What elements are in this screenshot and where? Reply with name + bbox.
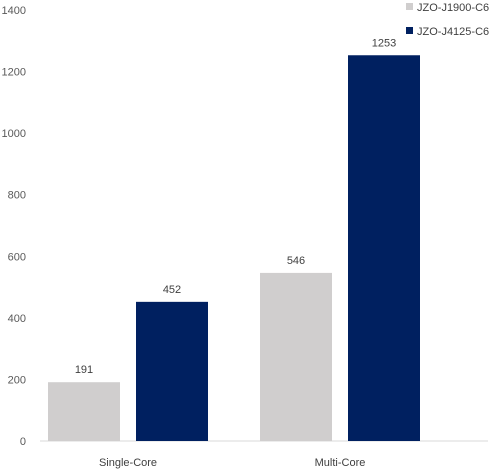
y-tick-label: 1000: [2, 128, 26, 140]
legend: JZO-J1900-C6 JZO-J4125-C6: [406, 2, 489, 38]
data-label: 452: [163, 284, 181, 296]
y-tick-label: 0: [20, 436, 26, 448]
y-tick-label: 1200: [2, 67, 26, 79]
bar: [48, 382, 120, 441]
legend-swatch: [406, 3, 413, 10]
bar: [348, 55, 420, 441]
legend-label: JZO-J4125-C6: [417, 26, 489, 38]
legend-swatch: [406, 27, 413, 34]
data-label: 546: [287, 255, 305, 267]
y-tick-label: 200: [8, 374, 26, 386]
bars-layer: [48, 55, 420, 441]
legend-label: JZO-J1900-C6: [417, 2, 489, 14]
labels-layer: 191 452 Single-Core 546 1253 Multi-Core: [75, 37, 396, 469]
data-label: 191: [75, 364, 93, 376]
y-tick-label: 800: [8, 190, 26, 202]
bar: [136, 301, 208, 441]
category-label: Multi-Core: [315, 457, 366, 469]
category-label: Single-Core: [99, 457, 157, 469]
bar: [260, 272, 332, 441]
y-tick-label: 400: [8, 313, 26, 325]
y-tick-label: 1400: [2, 5, 26, 17]
data-label: 1253: [372, 37, 396, 49]
y-tick-label: 600: [8, 251, 26, 263]
